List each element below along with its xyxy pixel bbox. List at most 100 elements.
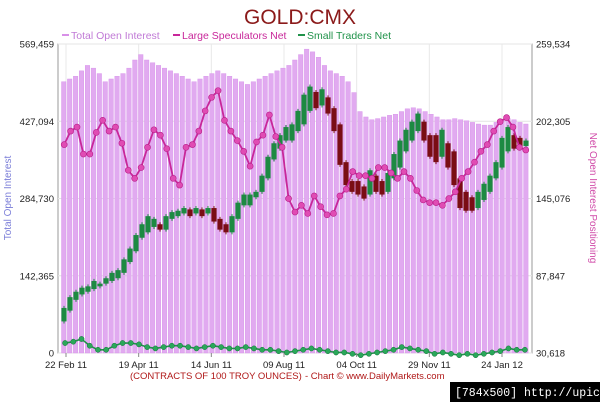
open-interest-bar: [475, 123, 481, 354]
candle-up: [61, 307, 67, 322]
small-traders-point: [160, 344, 167, 350]
large-spec-point: [80, 150, 87, 158]
right-axis-ticks: 259,534 202,305 145,076 87,847 30,618: [536, 40, 570, 360]
left-tick-label: 0: [49, 349, 54, 360]
footer-credit: - Chart © www.DailyMarkets.com: [305, 371, 445, 382]
candle-up: [403, 129, 409, 152]
open-interest-bar: [144, 59, 150, 354]
candle-down: [361, 186, 367, 199]
open-interest-bar: [452, 118, 458, 354]
open-interest-bar: [191, 81, 197, 354]
large-spec-point: [125, 166, 132, 174]
open-interest-bar: [250, 81, 256, 354]
small-traders-point: [464, 350, 471, 357]
large-spec-point: [330, 210, 337, 217]
watermark-box: [450, 382, 600, 402]
large-spec-point: [349, 168, 356, 175]
small-traders-point: [292, 348, 298, 354]
candle-down: [325, 97, 331, 114]
open-interest-bar: [398, 111, 404, 354]
small-traders-point: [341, 349, 348, 356]
large-spec-point: [439, 202, 446, 209]
candle-up: [367, 170, 373, 195]
candle-down: [421, 121, 427, 141]
candle-up: [133, 235, 139, 252]
x-tick-label: 29 Nov 11: [408, 360, 451, 371]
open-interest-bar: [227, 76, 233, 354]
large-spec-point: [375, 164, 382, 171]
large-spec-point: [291, 208, 299, 216]
open-interest-bar: [393, 114, 398, 354]
large-spec-point: [86, 150, 94, 158]
large-spec-point: [471, 158, 478, 166]
small-traders-point: [283, 349, 290, 356]
large-spec-point: [336, 192, 344, 200]
legend: Total Open Interest Large Speculators Ne…: [62, 30, 391, 42]
open-interest-bar: [114, 76, 120, 354]
large-spec-point: [484, 141, 491, 148]
left-tick-label: 569,459: [20, 40, 54, 51]
small-traders-point: [275, 348, 282, 354]
open-interest-bar: [126, 67, 132, 354]
small-traders-point: [193, 345, 200, 352]
small-traders-point: [505, 345, 512, 352]
candle-up: [415, 113, 421, 132]
candle-up: [91, 280, 97, 290]
large-spec-point: [394, 175, 401, 182]
large-spec-point: [387, 169, 395, 177]
right-tick-label: 259,534: [536, 40, 570, 51]
large-spec-point: [201, 107, 209, 115]
open-interest-bar: [108, 78, 114, 354]
small-traders-point: [177, 342, 183, 349]
candle-down: [187, 209, 193, 217]
candle-up: [97, 283, 103, 287]
open-interest-bar: [416, 108, 422, 354]
legend-small-traders: Small Traders Net: [307, 30, 391, 42]
small-traders-point: [398, 344, 405, 350]
x-tick-label: 14 Jun 11: [191, 360, 232, 371]
large-spec-point: [304, 210, 312, 217]
candle-down: [199, 209, 205, 217]
candle-down: [457, 178, 463, 209]
small-traders-point: [267, 346, 274, 353]
candle-up: [295, 110, 301, 132]
small-traders-point: [136, 341, 142, 348]
small-traders-point: [448, 350, 454, 357]
large-spec-point: [112, 123, 119, 131]
candle-down: [331, 108, 337, 132]
open-interest-bar: [375, 118, 381, 354]
open-interest-bar: [96, 73, 102, 354]
candle-up: [505, 127, 511, 152]
small-traders-point: [168, 342, 175, 349]
small-traders-point: [86, 342, 93, 349]
large-spec-point: [317, 203, 324, 211]
open-interest-bar: [369, 119, 375, 354]
open-interest-bar: [256, 78, 262, 354]
candle-up: [439, 129, 445, 157]
candle-up: [391, 154, 397, 179]
small-traders-point: [431, 350, 438, 357]
open-interest-bar: [511, 119, 517, 354]
candle-down: [313, 91, 319, 109]
open-interest-bar: [517, 122, 523, 354]
large-spec-point: [144, 144, 151, 151]
legend-open-interest: Total Open Interest: [71, 30, 160, 42]
large-spec-point: [105, 127, 113, 135]
x-tick-label: 22 Feb 11: [45, 360, 87, 371]
large-spec-point: [99, 117, 106, 124]
small-traders-point: [415, 346, 422, 353]
candle-down: [349, 181, 355, 192]
open-interest-bar: [422, 111, 428, 354]
x-tick-label: 04 Oct 11: [336, 360, 377, 371]
right-tick-label: 87,847: [536, 271, 565, 282]
candle-up: [265, 156, 271, 179]
open-interest-bar: [345, 81, 351, 354]
small-traders-point: [390, 346, 397, 353]
large-spec-point: [67, 127, 74, 135]
candle-down: [355, 181, 361, 195]
large-spec-point: [445, 195, 453, 202]
candle-down: [373, 175, 379, 192]
candle-up: [193, 208, 199, 214]
candle-up: [127, 248, 133, 263]
